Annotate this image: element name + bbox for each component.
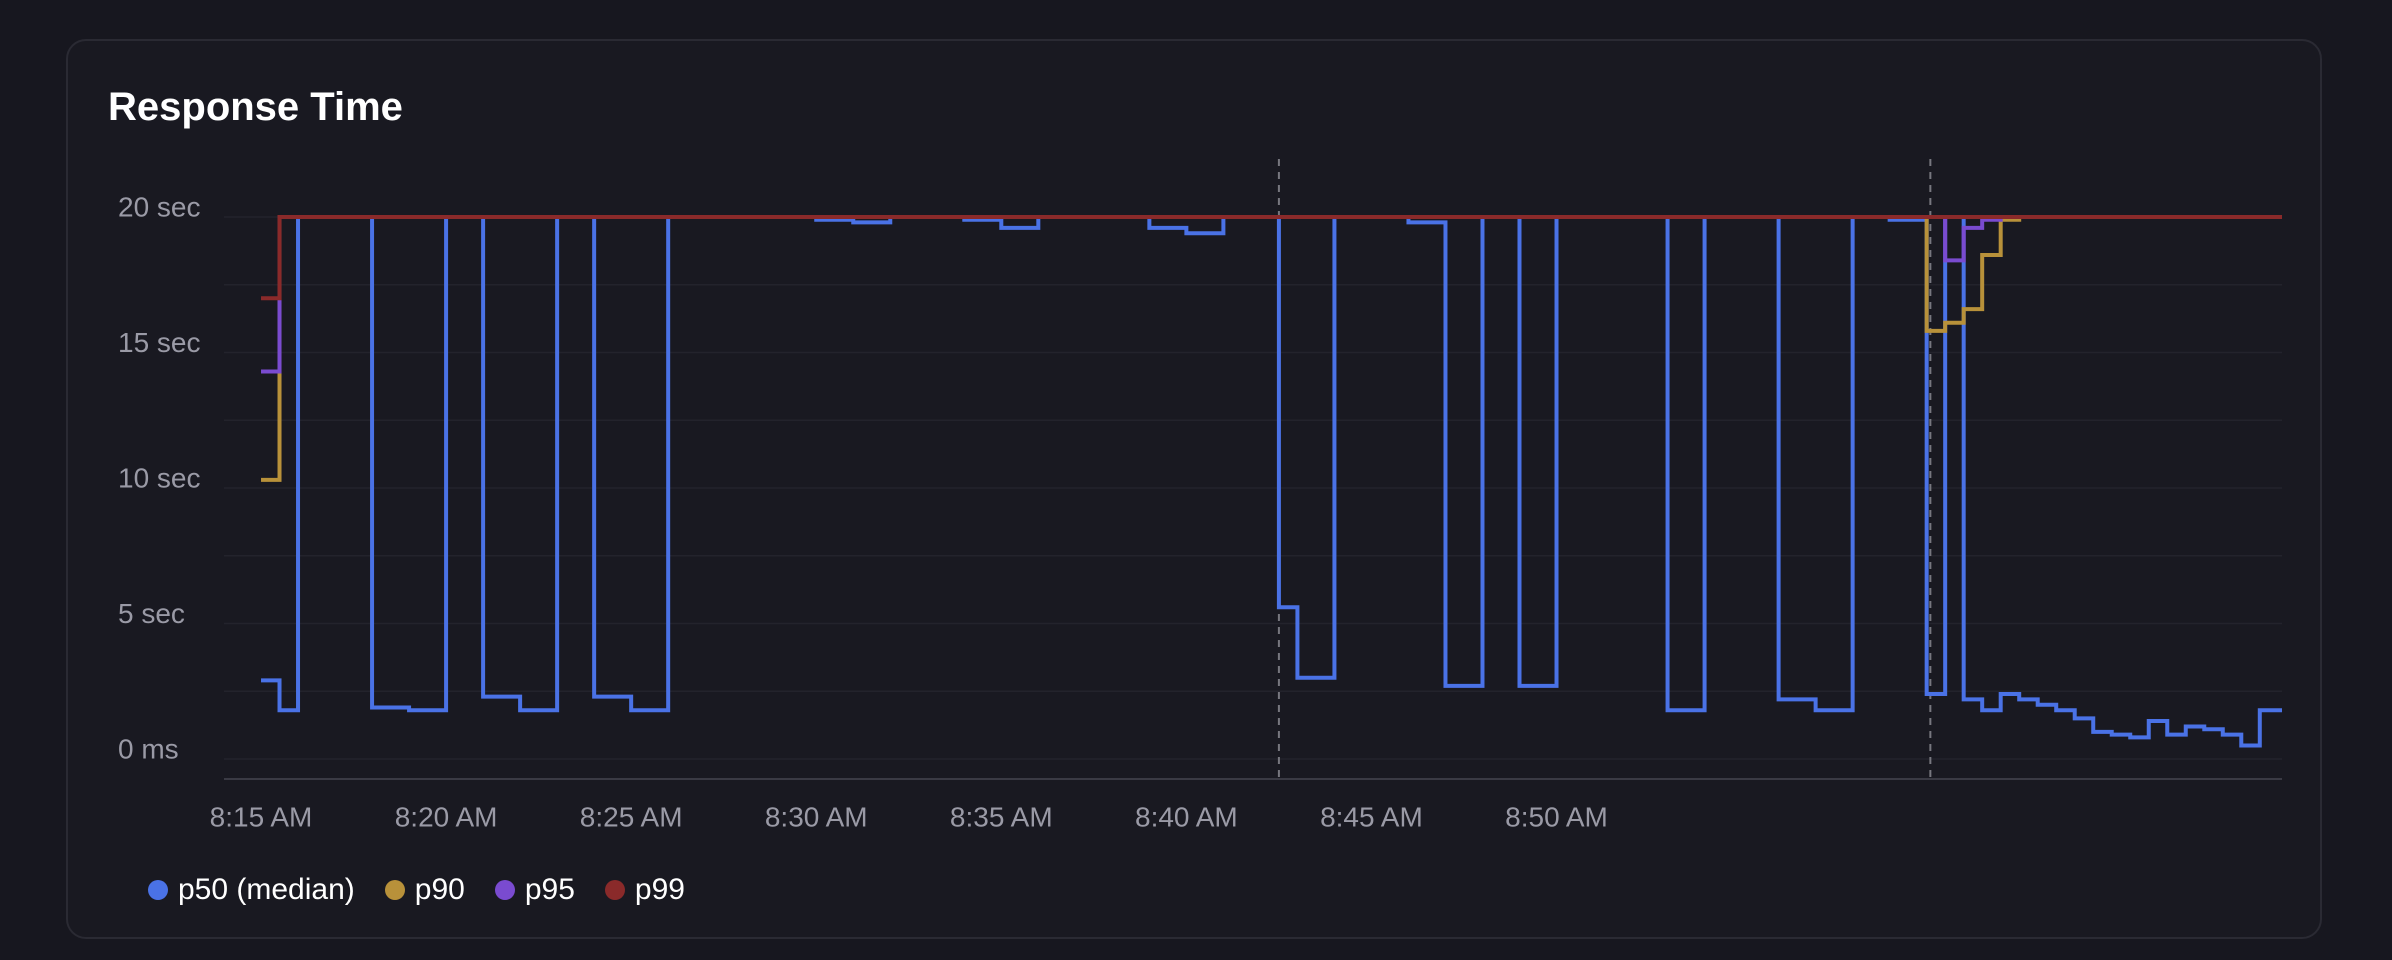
legend-label-p50: p50 (median) bbox=[178, 873, 355, 906]
x-tick-label: 8:30 AM bbox=[765, 801, 868, 832]
legend-label-p95: p95 bbox=[524, 873, 575, 906]
chart-title: Response Time bbox=[108, 85, 403, 129]
legend-swatch-p99 bbox=[604, 880, 625, 900]
y-tick-label: 10 sec bbox=[118, 462, 201, 493]
x-tick-label: 8:50 AM bbox=[1505, 801, 1608, 832]
y-tick-label: 0 ms bbox=[118, 733, 179, 764]
response-time-card: Response Time 20 sec 15 sec 10 sec 5 sec 0 m… bbox=[66, 39, 2322, 939]
chart-plot[interactable]: 20 sec 15 sec 10 sec 5 sec 0 ms 8:15 AM 8:20 … bbox=[68, 41, 2324, 941]
legend-label-p99: p99 bbox=[634, 873, 685, 906]
x-tick-label: 8:45 AM bbox=[1320, 801, 1423, 832]
legend-label-p90: p90 bbox=[414, 873, 465, 906]
x-tick-label: 8:20 AM bbox=[395, 801, 498, 832]
legend-swatch-p90 bbox=[384, 880, 405, 900]
chart-legend: p50 (median) p90 p95 p99 bbox=[148, 873, 685, 907]
y-tick-label: 5 sec bbox=[118, 598, 185, 629]
series-line-p95 bbox=[261, 215, 2282, 374]
y-tick-label: 20 sec bbox=[118, 191, 201, 222]
legend-item-p95[interactable]: p95 bbox=[494, 873, 575, 907]
x-tick-label: 8:15 AM bbox=[210, 801, 313, 832]
legend-swatch-p95 bbox=[494, 880, 515, 900]
legend-item-p50[interactable]: p50 (median) bbox=[148, 873, 355, 907]
y-tick-label: 15 sec bbox=[118, 327, 201, 358]
x-tick-label: 8:25 AM bbox=[580, 801, 683, 832]
legend-item-p90[interactable]: p90 bbox=[384, 873, 465, 907]
legend-swatch-p50 bbox=[148, 880, 168, 900]
x-tick-label: 8:35 AM bbox=[950, 801, 1053, 832]
x-tick-label: 8:40 AM bbox=[1135, 801, 1238, 832]
series-line-p50 bbox=[261, 215, 2282, 748]
series-line-p90 bbox=[261, 215, 2282, 482]
legend-item-p99[interactable]: p99 bbox=[604, 873, 685, 907]
series-line-p99 bbox=[261, 215, 2282, 301]
